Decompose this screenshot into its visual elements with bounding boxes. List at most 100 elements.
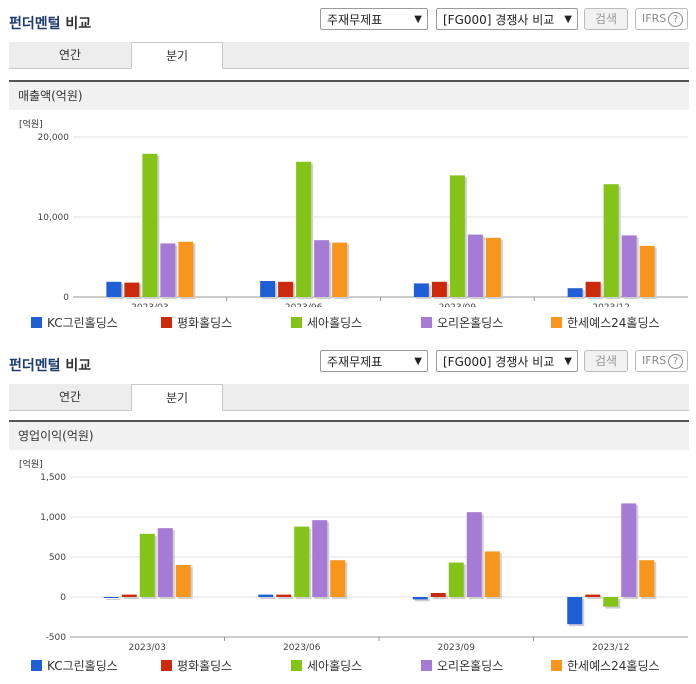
bar [278, 281, 294, 297]
question-icon: ? [668, 354, 683, 369]
section-title-sub: 비교 [65, 358, 92, 374]
ifrs-label: IFRS [642, 354, 667, 367]
y-tick-label: 0 [60, 593, 66, 603]
bar [639, 560, 655, 597]
bar [258, 594, 274, 597]
bar-shadow [587, 596, 603, 599]
bar [431, 281, 447, 297]
legend-item[interactable]: 한세예스24홀딩스 [551, 657, 660, 674]
bar [142, 153, 158, 297]
bar [175, 565, 191, 597]
statement-select[interactable]: 주재무제표 ▼ [320, 350, 428, 372]
bar [139, 533, 155, 597]
chevron-down-icon: ▼ [414, 356, 422, 367]
legend-item[interactable]: 세아홀딩스 [291, 657, 362, 674]
bar-shadow [260, 596, 276, 599]
statement-select-value: 주재무제표 [327, 355, 383, 369]
legend-label: KC그린홀딩스 [47, 316, 118, 330]
y-tick-label: 1,000 [40, 513, 66, 523]
bar [106, 281, 122, 297]
bar [314, 240, 330, 297]
legend-item[interactable]: 오리온홀딩스 [421, 314, 503, 331]
bar [448, 562, 464, 597]
legend-item[interactable]: 평화홀딩스 [161, 657, 232, 674]
legend-item[interactable]: KC그린홀딩스 [31, 314, 118, 331]
bar [567, 597, 583, 625]
legend-label: 오리온홀딩스 [437, 316, 504, 330]
statement-select[interactable]: 주재무제표 ▼ [320, 8, 428, 30]
legend-swatch [421, 660, 432, 671]
bar [103, 597, 119, 598]
bar-shadow [123, 596, 139, 599]
bar [294, 526, 310, 597]
chevron-down-icon: ▼ [414, 14, 422, 25]
bar [466, 512, 482, 597]
section-title-main: 펀더멘털 [9, 16, 61, 32]
bar [467, 234, 483, 297]
x-tick-label: 2023/12 [592, 303, 629, 307]
bar [312, 520, 328, 597]
peer-select-value: [FG000] 경쟁사 비교 [443, 355, 555, 369]
search-button[interactable]: 검색 [584, 350, 628, 372]
bar [157, 528, 173, 597]
bar [412, 597, 428, 600]
bar [413, 283, 429, 297]
tab-annual[interactable]: 연간 [58, 390, 82, 404]
x-tick-label: 2023/09 [439, 303, 477, 307]
peer-select[interactable]: [FG000] 경쟁사 비교 ▼ [436, 8, 578, 30]
y-tick-label: 20,000 [38, 133, 70, 143]
bar [603, 597, 619, 607]
bar [296, 161, 312, 297]
chevron-down-icon: ▼ [564, 14, 572, 25]
bar [621, 503, 637, 597]
statement-select-value: 주재무제표 [327, 13, 383, 27]
bar [160, 243, 176, 297]
fundamental-section: 펀더멘털 비교 주재무제표 ▼ [FG000] 경쟁사 비교 ▼ 검색 IFRS… [0, 0, 696, 340]
legend-label: KC그린홀딩스 [47, 659, 118, 673]
legend-swatch [421, 317, 432, 328]
legend-swatch [161, 317, 172, 328]
legend-label: 한세예스24홀딩스 [567, 659, 660, 673]
search-button[interactable]: 검색 [584, 8, 628, 30]
chart-legend: KC그린홀딩스 평화홀딩스 세아홀딩스 오리온홀딩스 한세예스24홀딩스 [9, 314, 689, 330]
legend-swatch [551, 317, 562, 328]
bar [485, 237, 501, 297]
bar-shadow [414, 599, 430, 602]
ifrs-label: IFRS [642, 12, 667, 25]
tab-quarterly[interactable]: 분기 [131, 42, 223, 69]
bar-shadow [278, 596, 294, 599]
legend-item[interactable]: 오리온홀딩스 [421, 657, 503, 674]
bar [449, 175, 465, 297]
question-icon: ? [668, 12, 683, 27]
ifrs-help-button[interactable]: IFRS ? [635, 350, 688, 372]
bar [121, 594, 137, 597]
tab-quarterly[interactable]: 분기 [131, 384, 223, 411]
y-tick-label: 10,000 [38, 213, 70, 223]
legend-swatch [161, 660, 172, 671]
bar-shadow [105, 599, 121, 600]
section-title: 펀더멘털 비교 [9, 355, 91, 375]
legend-swatch [551, 660, 562, 671]
x-tick-label: 2023/12 [592, 643, 629, 653]
period-tabs: 연간 분기 [9, 42, 689, 69]
chart-header: 영업이익(억원) [9, 422, 689, 450]
legend-item[interactable]: 한세예스24홀딩스 [551, 314, 660, 331]
unit-label: [억원] [19, 118, 43, 130]
bar [639, 245, 655, 297]
legend-item[interactable]: 세아홀딩스 [291, 314, 362, 331]
peer-select[interactable]: [FG000] 경쟁사 비교 ▼ [436, 350, 578, 372]
legend-item[interactable]: KC그린홀딩스 [31, 657, 118, 674]
legend-swatch [291, 317, 302, 328]
chevron-down-icon: ▼ [564, 356, 572, 367]
legend-item[interactable]: 평화홀딩스 [161, 314, 232, 331]
unit-label: [억원] [19, 458, 43, 470]
ifrs-help-button[interactable]: IFRS ? [635, 8, 688, 30]
chart-legend: KC그린홀딩스 평화홀딩스 세아홀딩스 오리온홀딩스 한세예스24홀딩스 [9, 657, 689, 673]
chart-panel: 매출액(억원) [억원] 0 10,000 20,000 2023/03 2023/06 2… [9, 80, 689, 340]
bar [430, 593, 446, 597]
legend-label: 오리온홀딩스 [437, 659, 504, 673]
x-tick-label: 2023/06 [283, 643, 321, 653]
bar [124, 282, 140, 297]
period-tabs: 연간 분기 [9, 384, 689, 411]
tab-annual[interactable]: 연간 [58, 48, 82, 62]
